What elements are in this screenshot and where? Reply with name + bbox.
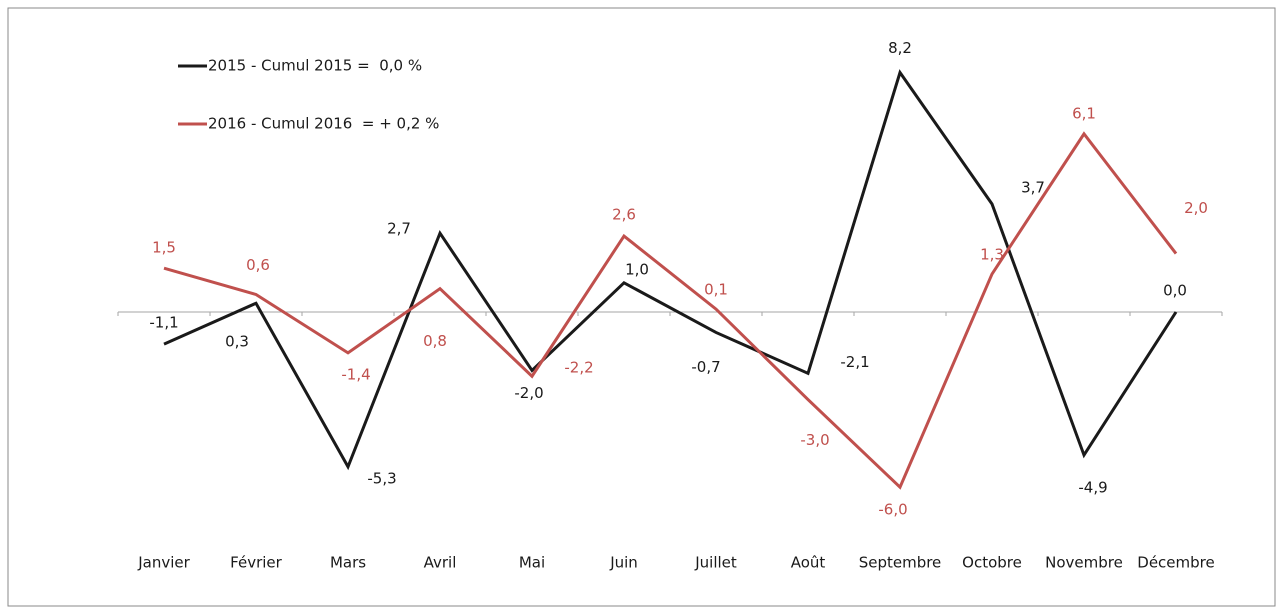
data-label: 2,0 <box>1184 199 1208 217</box>
x-tick-label: Septembre <box>859 554 942 572</box>
data-label: 0,3 <box>225 333 249 351</box>
data-label: -4,9 <box>1078 479 1107 497</box>
series-line <box>163 131 1178 490</box>
x-tick-label: Août <box>791 554 826 572</box>
data-label: -1,4 <box>341 365 370 383</box>
x-tick-label: Mars <box>330 554 366 572</box>
series-line <box>163 69 1178 471</box>
data-label: -3,0 <box>800 431 829 449</box>
frame <box>7 7 1276 607</box>
x-tick-label: Décembre <box>1137 554 1214 572</box>
data-label: 0,8 <box>423 332 447 350</box>
data-label: -2,1 <box>840 353 869 371</box>
data-label: -2,2 <box>564 359 593 377</box>
data-label: 1,5 <box>152 239 176 257</box>
data-label: -6,0 <box>878 501 907 519</box>
x-tick-label: Juin <box>609 554 638 572</box>
x-tick-label: Février <box>230 554 282 572</box>
data-label: -1,1 <box>149 314 178 332</box>
data-label: 0,1 <box>704 281 728 299</box>
data-label: 6,1 <box>1072 104 1096 122</box>
legend-label: 2015 - Cumul 2015 = 0,0 % <box>208 57 422 75</box>
x-tick-label: Novembre <box>1045 554 1123 572</box>
legend-label: 2016 - Cumul 2016 = + 0,2 % <box>208 115 439 133</box>
data-label: 8,2 <box>888 39 912 57</box>
x-tick-label: Mai <box>519 554 545 572</box>
data-label: 0,6 <box>246 256 270 274</box>
data-label: -2,0 <box>514 384 543 402</box>
x-tick-label: Avril <box>424 554 457 572</box>
x-tick-label: Juillet <box>694 554 737 572</box>
data-label: 0,0 <box>1163 282 1187 300</box>
data-label: 2,6 <box>612 206 636 224</box>
data-label: -0,7 <box>691 358 720 376</box>
x-tick-label: Janvier <box>137 554 190 572</box>
data-label: 1,0 <box>625 260 649 278</box>
data-label: 3,7 <box>1021 178 1045 196</box>
data-label: -5,3 <box>367 469 396 487</box>
data-label: 1,3 <box>980 246 1004 264</box>
x-tick-label: Octobre <box>962 554 1022 572</box>
data-label: 2,7 <box>387 220 411 238</box>
